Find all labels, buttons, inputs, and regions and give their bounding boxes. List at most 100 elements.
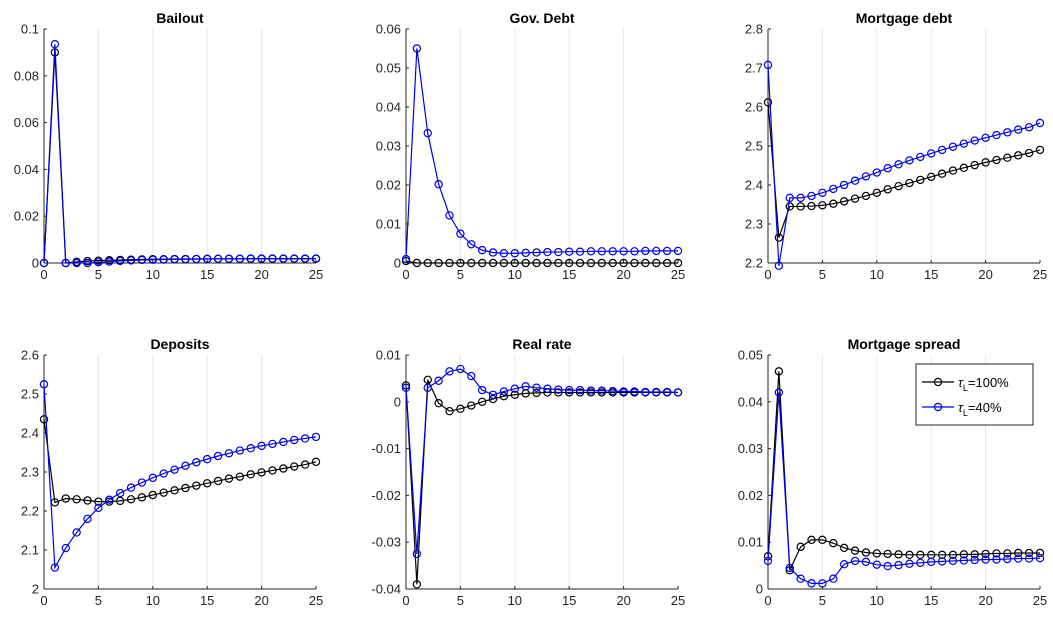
data-point	[959, 163, 969, 173]
data-point	[872, 188, 882, 197]
data-point	[575, 385, 585, 395]
series-line-tau40	[767, 64, 1041, 266]
data-point	[532, 258, 541, 268]
data-point	[641, 387, 650, 397]
data-point	[521, 248, 530, 258]
y-tick-label: 2.5	[745, 139, 763, 154]
x-tick-label: 20	[254, 267, 268, 282]
x-tick-label: 0	[402, 593, 409, 608]
data-point	[905, 559, 914, 568]
data-point	[894, 560, 903, 570]
y-tick-label: -0.04	[371, 582, 401, 597]
x-tick-label: 25	[309, 593, 323, 608]
chart-title: Gov. Debt	[509, 10, 574, 26]
data-point	[499, 387, 509, 396]
data-point	[300, 434, 310, 443]
data-point	[235, 254, 245, 263]
data-point	[662, 258, 672, 268]
data-point	[981, 549, 990, 559]
data-point	[532, 248, 541, 257]
data-point	[1003, 153, 1012, 162]
data-point	[872, 168, 882, 177]
data-point	[839, 180, 849, 190]
data-point	[279, 464, 288, 473]
data-point	[311, 457, 321, 467]
data-point	[434, 376, 443, 385]
data-point	[213, 476, 223, 486]
data-point	[434, 258, 443, 268]
data-point	[423, 258, 432, 268]
data-point	[115, 488, 125, 498]
data-point	[213, 451, 223, 461]
y-tick-label: 0.04	[14, 162, 39, 177]
x-tick-label: 5	[819, 267, 826, 282]
y-tick-label: 0.06	[14, 115, 39, 130]
data-point	[72, 495, 81, 504]
data-point	[861, 191, 871, 201]
data-point	[456, 258, 465, 268]
data-point	[796, 574, 805, 583]
data-point	[673, 246, 683, 256]
data-point	[202, 479, 212, 488]
data-point	[894, 550, 903, 559]
data-point	[1003, 549, 1012, 558]
data-point	[401, 254, 411, 264]
data-point	[554, 385, 563, 394]
data-point	[1014, 151, 1023, 160]
data-point	[246, 444, 255, 453]
data-point	[839, 543, 849, 553]
data-point	[807, 535, 816, 545]
data-point	[992, 555, 1001, 564]
x-tick-label: 5	[95, 267, 102, 282]
data-point	[148, 255, 157, 264]
data-point	[1003, 128, 1012, 137]
data-point	[115, 256, 125, 266]
data-point	[412, 549, 422, 559]
data-point	[467, 401, 476, 410]
x-tick-label: 5	[457, 267, 464, 282]
data-point	[148, 490, 157, 500]
data-point	[850, 194, 860, 203]
data-point	[565, 247, 574, 256]
data-point	[181, 483, 190, 493]
data-point	[83, 514, 92, 524]
y-tick-label: 0.02	[376, 178, 401, 193]
y-tick-label: 2.6	[745, 100, 763, 115]
data-point	[992, 130, 1001, 140]
y-tick-label: 2.1	[21, 543, 39, 558]
data-point	[948, 166, 958, 175]
y-tick-label: -0.01	[371, 441, 401, 456]
data-point	[72, 528, 81, 537]
data-point	[94, 503, 103, 513]
data-point	[1014, 554, 1023, 563]
data-point	[1035, 118, 1045, 128]
data-point	[608, 247, 617, 256]
plot-area	[44, 355, 316, 589]
data-point	[61, 258, 70, 268]
data-point	[807, 191, 816, 201]
data-point	[39, 380, 49, 389]
data-point	[445, 406, 454, 416]
data-point	[619, 247, 628, 256]
data-point	[763, 98, 773, 107]
data-point	[1014, 548, 1023, 558]
y-tick-label: 0.06	[376, 22, 401, 37]
y-tick-label: 2.6	[21, 348, 39, 363]
data-point	[477, 258, 487, 268]
data-point	[554, 247, 563, 257]
data-point	[872, 549, 882, 558]
chart-panel-3: 0 5 10 15 20 25 2 2.1 2.2 2.3 2.4 2.5 2.6 Deposits	[21, 336, 323, 608]
data-point	[818, 188, 827, 197]
data-point	[126, 483, 136, 492]
data-point	[467, 258, 476, 268]
data-point	[662, 246, 672, 256]
data-point	[434, 180, 443, 189]
data-point	[597, 247, 607, 256]
data-point	[597, 386, 607, 395]
legend-marker	[933, 402, 943, 412]
data-point	[224, 449, 234, 458]
x-tick-label: 15	[562, 267, 576, 282]
data-point	[1024, 148, 1034, 158]
data-point	[290, 462, 299, 471]
data-point	[456, 364, 465, 374]
